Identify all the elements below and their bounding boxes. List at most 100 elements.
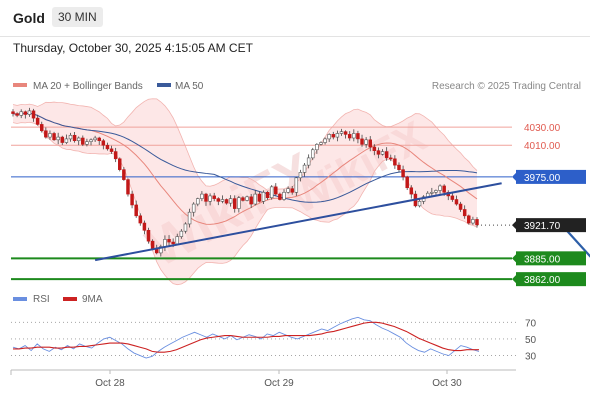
- ma9-legend-label: 9MA: [82, 294, 103, 305]
- candle: [241, 196, 245, 202]
- candle: [134, 200, 138, 218]
- candle: [269, 185, 274, 200]
- candle: [23, 110, 28, 119]
- candle: [372, 144, 377, 156]
- candle: [389, 154, 393, 162]
- candle: [187, 208, 192, 228]
- candle: [245, 195, 249, 202]
- candle: [122, 167, 126, 181]
- candle: [467, 214, 471, 225]
- candle: [159, 244, 163, 257]
- candle: [261, 190, 266, 205]
- copyright-text: Research © 2025 Trading Central: [432, 81, 581, 92]
- candle: [44, 127, 48, 139]
- candle: [368, 136, 372, 152]
- price-legend: MA 20 + Bollinger Bands MA 50 Research ©…: [13, 81, 581, 92]
- level-label-text: 4010.00: [524, 141, 561, 152]
- candle: [249, 193, 253, 208]
- candle: [360, 134, 364, 147]
- candle: [167, 235, 171, 247]
- ma9-legend-swatch: [63, 297, 77, 301]
- candle: [475, 217, 479, 228]
- candle: [60, 135, 65, 146]
- candle: [343, 130, 348, 139]
- candle: [31, 108, 36, 122]
- candle: [384, 147, 389, 161]
- candle: [138, 213, 143, 226]
- candle: [212, 192, 216, 202]
- level-label-text: 3975.00: [524, 173, 561, 184]
- candle: [81, 135, 85, 147]
- candle: [109, 145, 114, 154]
- candle: [278, 192, 282, 201]
- candle: [216, 197, 221, 206]
- candle: [72, 131, 77, 143]
- chart-header: Gold 30 MIN: [0, 0, 590, 37]
- instrument-title: Gold: [13, 10, 45, 26]
- candle: [380, 149, 385, 156]
- candle: [89, 138, 93, 146]
- candle: [306, 154, 311, 169]
- level-label-4030.00: 4030.00: [524, 123, 561, 134]
- x-tick-label: Oct 30: [432, 378, 462, 389]
- rsi-tick-label: 70: [525, 318, 537, 329]
- rsi-line: [12, 316, 480, 359]
- candle: [462, 205, 467, 219]
- level-label-3975.00: 3975.00: [512, 169, 586, 184]
- price-plot-area: 4030.00 4010.00 3975.00 3921.70 3885.00 3862.…: [11, 98, 590, 287]
- candle: [142, 220, 147, 235]
- rsi-tick-label: 50: [525, 335, 537, 346]
- candle: [397, 162, 401, 173]
- level-label-text: 3885.00: [524, 254, 561, 265]
- candle: [85, 138, 89, 147]
- candle: [179, 229, 184, 239]
- candle: [471, 216, 475, 225]
- candle: [113, 147, 118, 163]
- candle: [196, 197, 200, 207]
- candle: [393, 155, 397, 169]
- ma20-legend-label: MA 20 + Bollinger Bands: [33, 81, 143, 92]
- candle: [356, 130, 360, 144]
- ma50-legend-swatch: [157, 83, 171, 87]
- bollinger-upper: [12, 98, 478, 192]
- rsi-plot-area: 30 50 70: [11, 316, 537, 363]
- candle: [183, 222, 188, 234]
- x-tick-label: Oct 29: [264, 378, 294, 389]
- candle: [376, 147, 381, 159]
- chart-datetime: Thursday, October 30, 2025 4:15:05 AM CE…: [13, 41, 253, 55]
- candle: [146, 227, 151, 244]
- candle: [331, 131, 336, 140]
- timeframe-badge[interactable]: 30 MIN: [52, 7, 103, 27]
- rsi-legend-label: RSI: [33, 294, 50, 305]
- candle: [224, 198, 229, 205]
- x-tick-label: Oct 28: [95, 378, 125, 389]
- candle: [302, 163, 307, 177]
- candle: [35, 114, 40, 126]
- candle: [430, 187, 434, 196]
- candle: [352, 129, 356, 142]
- candle: [232, 195, 237, 213]
- candle: [286, 186, 290, 194]
- rsi-legend: RSI 9MA: [13, 294, 103, 305]
- candle: [208, 193, 212, 206]
- candle: [319, 141, 323, 146]
- candle: [335, 130, 340, 142]
- candle: [101, 138, 106, 150]
- rsi-ma9-line: [13, 321, 479, 353]
- candle: [93, 135, 97, 142]
- candle: [15, 112, 19, 118]
- candle: [265, 191, 270, 200]
- candle: [237, 195, 241, 213]
- ma50-legend-label: MA 50: [175, 81, 204, 92]
- candle: [118, 157, 122, 172]
- candle: [298, 169, 303, 182]
- candle: [105, 142, 110, 151]
- candle: [405, 175, 409, 191]
- candle: [315, 143, 319, 154]
- candle: [200, 191, 204, 202]
- candle: [311, 147, 315, 161]
- candle: [130, 190, 134, 209]
- candle: [438, 184, 442, 194]
- candle: [97, 136, 101, 145]
